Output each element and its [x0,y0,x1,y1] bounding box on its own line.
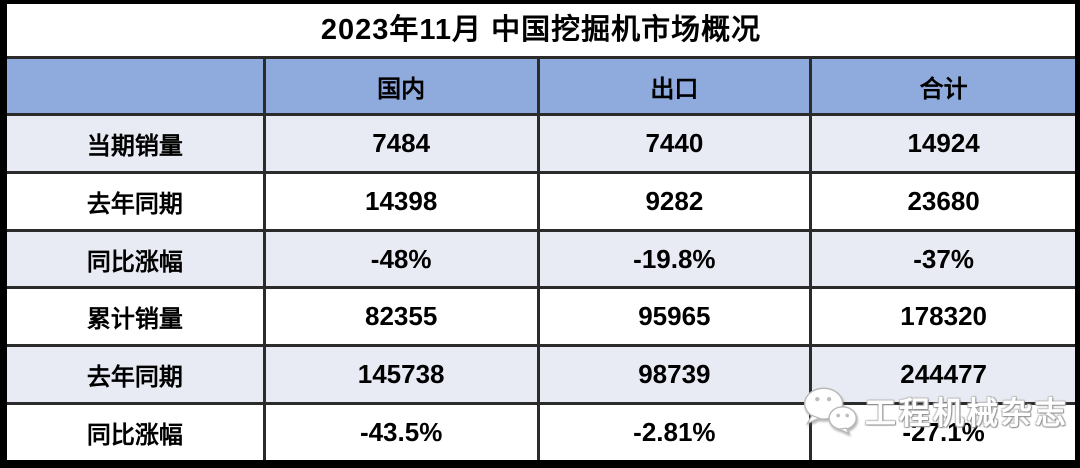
cell-current-sales-export: 7440 [539,116,810,171]
cell-yoy-total: -37% [812,231,1075,287]
cell-current-sales-domestic: 7484 [265,116,537,171]
table-title: 2023年11月 中国挖掘机市场概况 [7,4,1075,56]
cell-cumulative-export: 95965 [539,289,810,345]
row-label-last-year-cumulative: 去年同期 [7,347,263,403]
header-cell-empty [7,59,263,113]
cell-last-year-cum-domestic: 145738 [265,347,537,403]
row-label-current-sales: 当期销量 [7,116,263,171]
cell-yoy-cum-domestic: -43.5% [265,405,537,460]
row-label-yoy-cumulative: 同比涨幅 [7,405,263,460]
row-label-last-year-period: 去年同期 [7,173,263,229]
cell-last-year-total: 23680 [812,173,1075,229]
cell-yoy-domestic: -48% [265,231,537,287]
cell-last-year-cum-export: 98739 [539,347,810,403]
cell-last-year-domestic: 14398 [265,173,537,229]
cell-last-year-export: 9282 [539,173,810,229]
header-cell-export: 出口 [539,59,810,113]
row-label-yoy-change: 同比涨幅 [7,231,263,287]
cell-yoy-export: -19.8% [539,231,810,287]
row-label-cumulative-sales: 累计销量 [7,289,263,345]
header-cell-total: 合计 [812,59,1075,113]
cell-yoy-cum-export: -2.81% [539,405,810,460]
header-cell-domestic: 国内 [265,59,537,113]
cell-yoy-cum-total: -27.1% [812,405,1075,460]
cell-cumulative-total: 178320 [812,289,1075,345]
cell-current-sales-total: 14924 [812,116,1075,171]
cell-cumulative-domestic: 82355 [265,289,537,345]
cell-last-year-cum-total: 244477 [812,347,1075,403]
data-table: 国内 出口 合计 当期销量 7484 7440 14924 去年同期 14398… [7,59,1075,460]
